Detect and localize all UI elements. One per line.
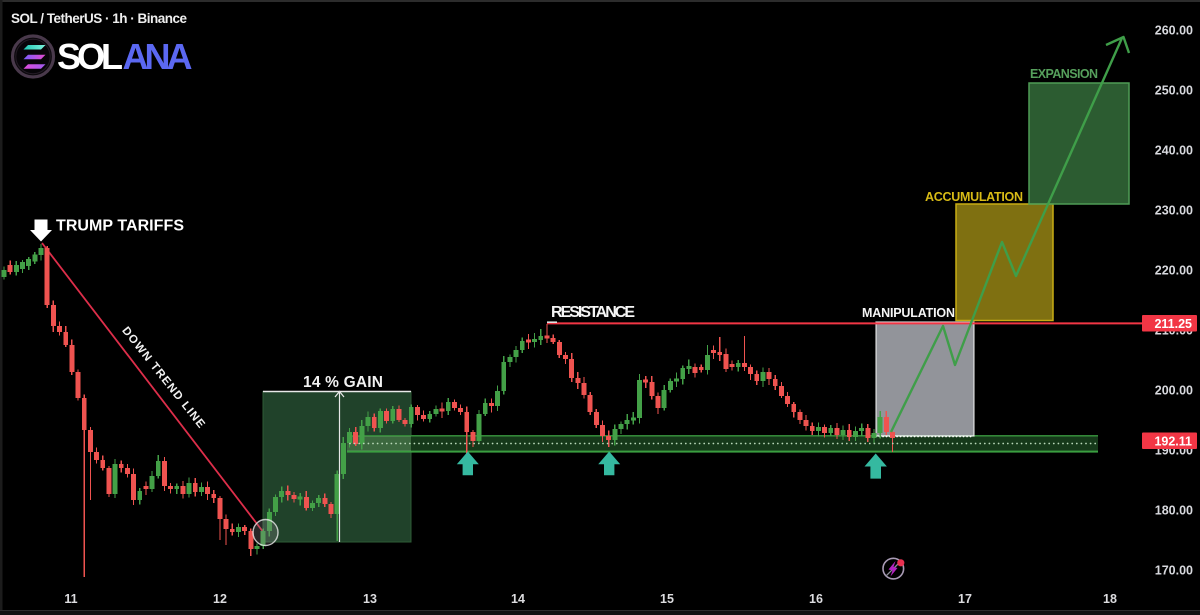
svg-text:ACCUMULATION: ACCUMULATION xyxy=(925,190,1023,204)
svg-text:250.00: 250.00 xyxy=(1155,84,1193,98)
svg-text:211.25: 211.25 xyxy=(1154,317,1192,331)
svg-text:192.11: 192.11 xyxy=(1154,435,1192,449)
svg-text:SOL / TetherUS · 1h · Binance: SOL / TetherUS · 1h · Binance xyxy=(11,11,187,26)
svg-text:200.00: 200.00 xyxy=(1155,384,1193,398)
svg-text:13: 13 xyxy=(363,592,377,606)
svg-text:14 % GAIN: 14 % GAIN xyxy=(303,374,383,391)
svg-text:12: 12 xyxy=(213,592,227,606)
svg-text:SOL: SOL xyxy=(57,36,123,77)
svg-text:260.00: 260.00 xyxy=(1155,24,1193,38)
svg-text:17: 17 xyxy=(958,592,972,606)
svg-text:220.00: 220.00 xyxy=(1155,264,1193,278)
svg-text:18: 18 xyxy=(1103,592,1117,606)
svg-text:15: 15 xyxy=(660,592,674,606)
svg-text:ANA: ANA xyxy=(123,36,193,77)
svg-text:11: 11 xyxy=(64,592,77,606)
svg-text:14: 14 xyxy=(511,592,525,606)
svg-text:240.00: 240.00 xyxy=(1155,144,1193,158)
svg-text:RESISTANCE: RESISTANCE xyxy=(551,304,635,321)
svg-text:EXPANSION: EXPANSION xyxy=(1030,67,1098,81)
svg-text:170.00: 170.00 xyxy=(1155,564,1193,578)
svg-text:16: 16 xyxy=(809,592,823,606)
svg-text:180.00: 180.00 xyxy=(1155,504,1193,518)
svg-text:230.00: 230.00 xyxy=(1155,204,1193,218)
svg-text:TRUMP TARIFFS: TRUMP TARIFFS xyxy=(56,218,184,235)
svg-text:MANIPULATION: MANIPULATION xyxy=(862,306,955,320)
